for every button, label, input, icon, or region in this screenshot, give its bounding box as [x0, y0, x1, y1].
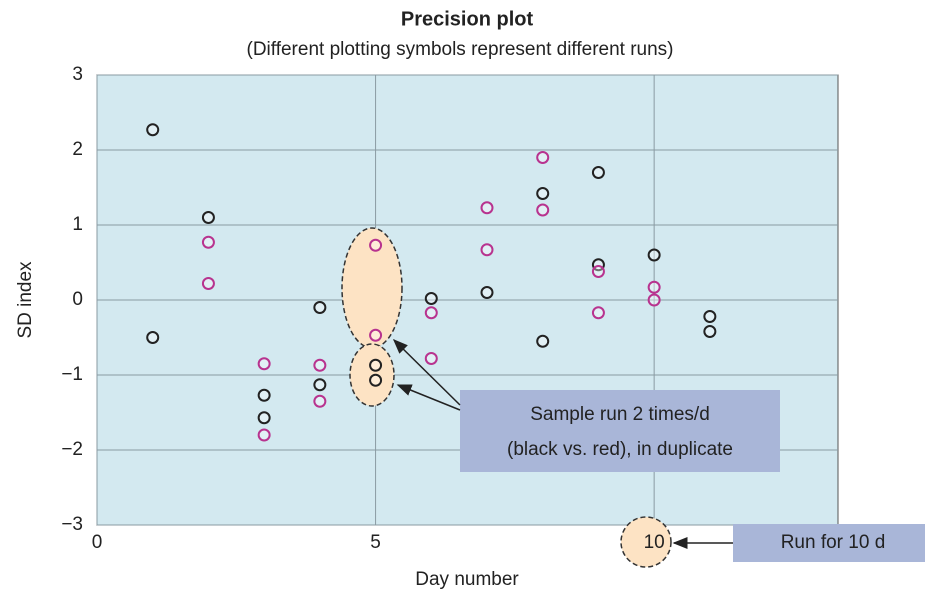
data-point — [424, 292, 438, 305]
data-point — [480, 243, 494, 257]
y-tick-label: −2 — [61, 439, 83, 460]
data-point — [201, 277, 215, 290]
data-point — [536, 334, 550, 348]
data-point — [201, 211, 215, 224]
highlight-circle — [620, 516, 672, 568]
y-tick-label: 0 — [72, 289, 83, 310]
data-point — [536, 151, 550, 164]
chart-subtitle: (Different plotting symbols represent di… — [247, 39, 674, 60]
data-point — [591, 306, 605, 320]
arrow — [392, 338, 461, 406]
data-point — [480, 286, 494, 299]
chart-title: Precision plot — [401, 8, 534, 30]
data-point — [257, 428, 271, 442]
data-point — [703, 310, 717, 323]
data-point — [424, 306, 438, 320]
data-point — [703, 325, 717, 338]
data-point — [313, 378, 327, 392]
data-point — [313, 358, 327, 372]
data-point — [257, 411, 271, 425]
data-point — [591, 265, 605, 278]
arrow — [396, 384, 461, 411]
data-point — [591, 166, 605, 179]
data-point — [647, 248, 661, 262]
data-point — [201, 235, 215, 249]
x-tick-label: 10 — [644, 532, 665, 553]
x-tick-label: 5 — [370, 532, 381, 553]
data-point — [536, 187, 550, 200]
x-tick-label: 0 — [92, 532, 103, 553]
y-tick-label: 1 — [72, 214, 83, 235]
x-axis-label: Day number — [415, 569, 519, 590]
data-point — [369, 238, 383, 252]
data-point — [424, 352, 438, 365]
data-point — [536, 203, 550, 217]
annotation: Sample run 2 times/d — [530, 404, 710, 425]
callout-box — [460, 390, 780, 472]
y-tick-label: 2 — [72, 139, 83, 160]
y-axis-label: SD index — [15, 261, 36, 339]
data-point — [369, 328, 383, 342]
data-point — [313, 394, 327, 408]
data-point — [369, 373, 383, 387]
y-tick-label: −1 — [61, 364, 83, 385]
data-point — [369, 358, 383, 372]
data-point — [257, 388, 271, 402]
data-point — [313, 301, 327, 314]
data-point — [647, 280, 661, 294]
y-tick-label: 3 — [72, 64, 83, 85]
annotation: Run for 10 d — [781, 532, 886, 553]
data-point — [647, 293, 661, 307]
data-point — [146, 123, 160, 137]
data-point — [146, 331, 160, 344]
callout-box — [733, 524, 925, 562]
annotation: (black vs. red), in duplicate — [507, 439, 733, 460]
data-point — [257, 357, 271, 371]
y-tick-label: −3 — [61, 514, 83, 535]
data-point — [480, 201, 494, 215]
